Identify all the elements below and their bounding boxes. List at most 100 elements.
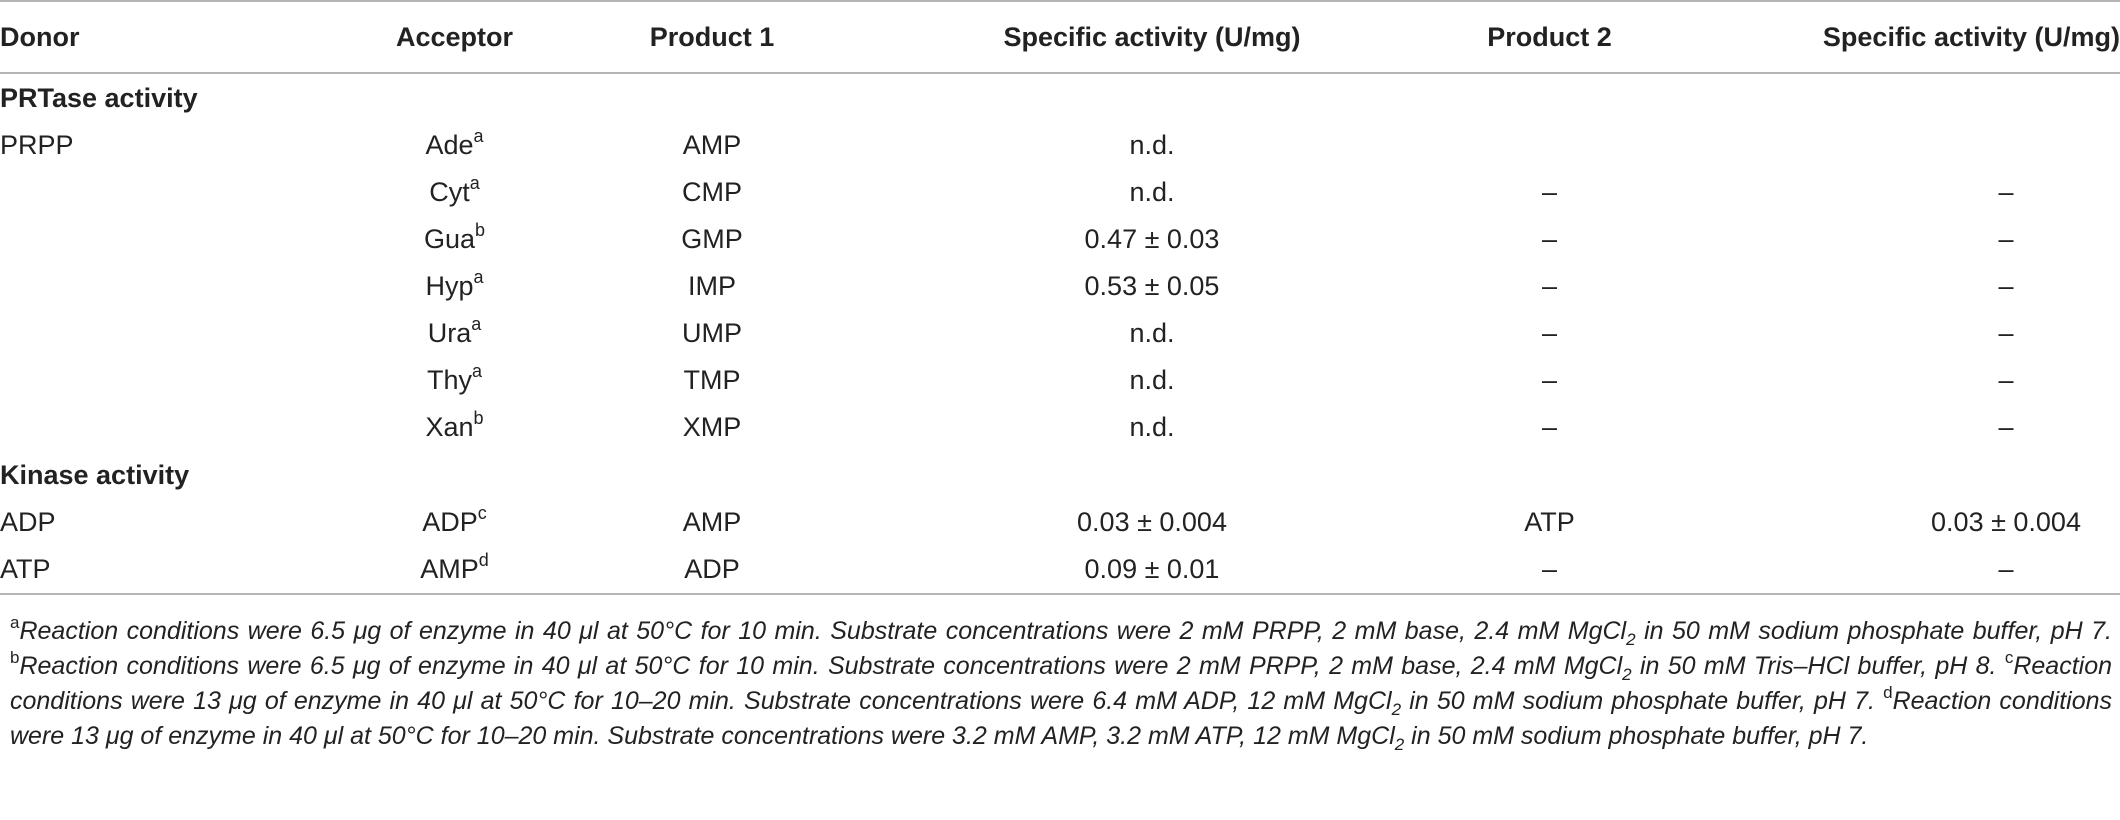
- cell-specific-activity-1: n.d.: [877, 169, 1427, 216]
- cell-donor: ATP: [0, 546, 362, 595]
- cell-acceptor-text: ADP: [422, 507, 478, 537]
- footnote-subscript: 2: [1391, 700, 1402, 719]
- cell-donor-text: PRPP: [0, 130, 74, 160]
- cell-specific-activity-1: n.d.: [877, 404, 1427, 451]
- cell-product-1: TMP: [547, 357, 877, 404]
- header-acceptor: Acceptor: [362, 0, 547, 74]
- cell-acceptor-text: Gua: [423, 224, 476, 254]
- cell-specific-activity-2-text: –: [1998, 177, 2014, 207]
- footnote-marker: a: [471, 314, 482, 334]
- cell-specific-activity-2: [1672, 122, 2120, 169]
- cell-product-2-text: –: [1541, 177, 1558, 207]
- cell-donor: [0, 263, 362, 310]
- cell-specific-activity-2-text: –: [1998, 412, 2014, 442]
- cell-product-2: –: [1427, 216, 1672, 263]
- cell-product-2: –: [1427, 310, 1672, 357]
- cell-donor: [0, 169, 362, 216]
- table-row: Cyta CMP n.d. – –: [0, 169, 2120, 216]
- cell-product-2-text: –: [1541, 271, 1558, 301]
- cell-donor: [0, 357, 362, 404]
- footnote: aReaction conditions were 6.5 μg of enzy…: [10, 614, 2113, 648]
- cell-product-2-text: –: [1541, 554, 1558, 584]
- footnote-text: Reaction conditions were 13 μg of enzyme…: [10, 652, 2113, 715]
- cell-acceptor: Adea: [362, 122, 547, 169]
- cell-specific-activity-1: 0.09 ± 0.01: [877, 546, 1427, 595]
- footnote-marker: a: [472, 361, 483, 381]
- cell-product-2-text: –: [1541, 318, 1558, 348]
- cell-acceptor-text: Xan: [425, 412, 474, 442]
- cell-product-2-text: –: [1541, 224, 1558, 254]
- footnote-text: in 50 mM sodium phosphate buffer, pH 7.: [1404, 722, 1869, 750]
- header-product-1: Product 1: [547, 0, 877, 74]
- cell-product-1: IMP: [547, 263, 877, 310]
- cell-donor-text: ADP: [0, 507, 56, 537]
- cell-specific-activity-1: 0.03 ± 0.004: [877, 499, 1427, 546]
- cell-specific-activity-1: 0.47 ± 0.03: [877, 216, 1427, 263]
- cell-product-2-text: –: [1541, 365, 1558, 395]
- cell-product-1: UMP: [547, 310, 877, 357]
- footnote-marker: a: [473, 126, 484, 146]
- footnote-marker: b: [473, 408, 484, 428]
- cell-product-2: ATP: [1427, 499, 1672, 546]
- section-row: PRTase activity: [0, 73, 2120, 122]
- cell-product-1: XMP: [547, 404, 877, 451]
- cell-specific-activity-1-text: n.d.: [1129, 130, 1175, 160]
- cell-specific-activity-1-text: 0.47 ± 0.03: [1084, 224, 1220, 254]
- cell-specific-activity-1-text: n.d.: [1129, 365, 1175, 395]
- cell-specific-activity-1-text: n.d.: [1129, 318, 1175, 348]
- cell-acceptor: AMPd: [362, 546, 547, 595]
- table-row: PRPP Adea AMP n.d.: [0, 122, 2120, 169]
- cell-acceptor: Thya: [362, 357, 547, 404]
- footnote-text: Reaction conditions were 6.5 μg of enzym…: [19, 652, 1623, 680]
- cell-specific-activity-2: –: [1672, 263, 2120, 310]
- cell-donor: PRPP: [0, 122, 362, 169]
- footnote-text: in 50 mM sodium phosphate buffer, pH 7.: [1635, 617, 2113, 645]
- cell-product-2: [1427, 122, 1672, 169]
- cell-product-1-text: GMP: [681, 224, 743, 254]
- table-row: Uraa UMP n.d. – –: [0, 310, 2120, 357]
- footnote-marker: c: [477, 503, 487, 523]
- footnote-mark: a: [10, 612, 20, 632]
- cell-product-2: –: [1427, 263, 1672, 310]
- footnote-text: Reaction conditions were 13 μg of enzyme…: [10, 687, 2113, 750]
- cell-acceptor: Guab: [362, 216, 547, 263]
- cell-specific-activity-1: n.d.: [877, 310, 1427, 357]
- footnote-subscript: 2: [1626, 630, 1636, 649]
- cell-acceptor: Hypa: [362, 263, 547, 310]
- cell-product-2: –: [1427, 546, 1672, 595]
- table-row: Guab GMP 0.47 ± 0.03 – –: [0, 216, 2120, 263]
- table-footnotes: aReaction conditions were 6.5 μg of enzy…: [10, 614, 2112, 754]
- footnote-text: in 50 mM sodium phosphate buffer, pH 7.: [1401, 687, 1884, 715]
- cell-specific-activity-2-text: –: [1998, 365, 2014, 395]
- cell-specific-activity-1-text: n.d.: [1129, 177, 1175, 207]
- cell-specific-activity-2: –: [1672, 357, 2120, 404]
- footnote-mark: d: [1883, 682, 1893, 702]
- footnote-mark: c: [2004, 647, 2014, 667]
- cell-specific-activity-2-text: –: [1998, 271, 2014, 301]
- cell-acceptor: ADPc: [362, 499, 547, 546]
- cell-product-1-text: IMP: [687, 271, 736, 301]
- cell-specific-activity-1-text: 0.53 ± 0.05: [1084, 271, 1220, 301]
- cell-product-1-text: TMP: [683, 365, 741, 395]
- footnote-text: in 50 mM Tris–HCl buffer, pH 8.: [1631, 652, 2005, 680]
- table-header: Donor Acceptor Product 1 Specific activi…: [0, 0, 2120, 74]
- cell-product-1: AMP: [547, 122, 877, 169]
- footnote-text: Reaction conditions were 6.5 μg of enzym…: [19, 617, 1627, 645]
- table-row: ADP ADPc AMP 0.03 ± 0.004 ATP 0.03 ± 0.004: [0, 499, 2120, 546]
- cell-specific-activity-1: 0.53 ± 0.05: [877, 263, 1427, 310]
- cell-acceptor-text: Hyp: [425, 271, 474, 301]
- cell-product-1: CMP: [547, 169, 877, 216]
- cell-acceptor: Xanb: [362, 404, 547, 451]
- cell-specific-activity-1: n.d.: [877, 357, 1427, 404]
- cell-product-1: ADP: [547, 546, 877, 595]
- table-row: Hypa IMP 0.53 ± 0.05 – –: [0, 263, 2120, 310]
- table-row: Thya TMP n.d. – –: [0, 357, 2120, 404]
- cell-product-1: AMP: [547, 499, 877, 546]
- cell-specific-activity-2-text: –: [1998, 318, 2014, 348]
- cell-specific-activity-2: 0.03 ± 0.004: [1672, 499, 2120, 546]
- footnote-mark: b: [10, 647, 20, 667]
- cell-specific-activity-2: –: [1672, 310, 2120, 357]
- footnote: cReaction conditions were 13 μg of enzym…: [10, 649, 2113, 718]
- footnote: dReaction conditions were 13 μg of enzym…: [10, 684, 2113, 753]
